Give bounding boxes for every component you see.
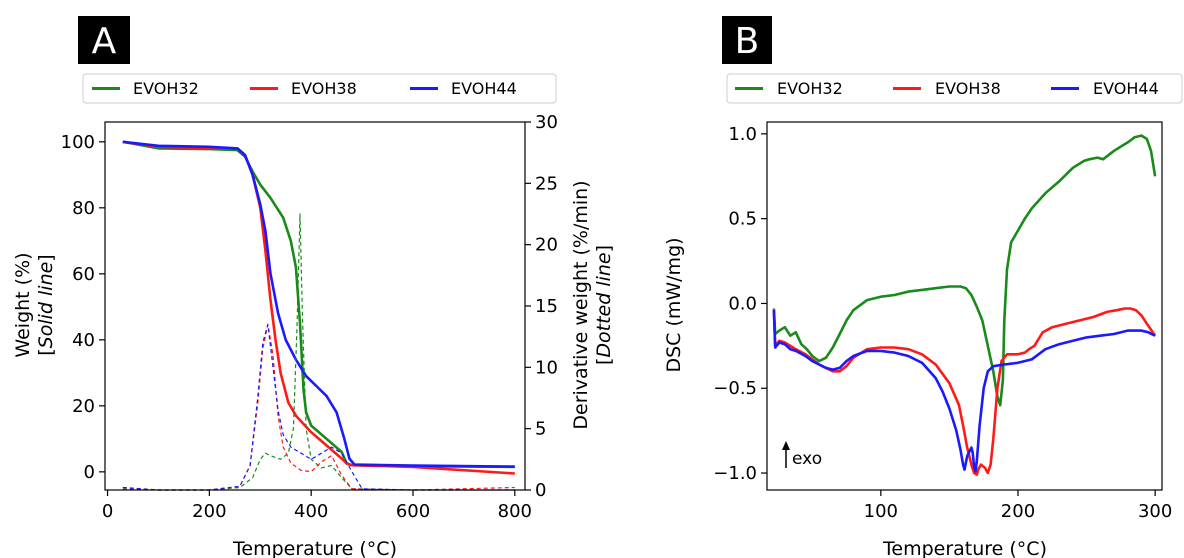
legend-b-frame [726,73,1183,104]
y-tick-label-b: 0.0 [728,293,757,314]
panel-a-ylabel: Weight (%) [12,252,34,357]
panel-a-label-box [78,16,130,64]
x-tick-label-b: 100 [864,501,898,522]
x-tick-label-a: 200 [192,501,226,522]
x-tick-label-a: 0 [102,501,113,522]
panel-a-xlabel: Temperature (°C) [232,538,397,558]
panel-a-plot-frame [104,121,526,491]
legend-b-evoh44-label: EVOH44 [1093,79,1159,98]
panel-a-series [122,140,515,491]
y2-tick-label-a: 0 [535,480,546,501]
legend-b-evoh38-label: EVOH38 [935,79,1001,98]
panel-a-label: A [92,21,117,62]
y-tick-label-b: 1.0 [728,124,757,145]
panel-b-axes: 100 200 300 −1.0 −0.5 0.0 0.5 1.0 [713,124,1172,522]
series-line-b-evoh38 [772,307,1157,477]
panel-b: B EVOH32 EVOH38 EVOH44 100 200 300 −1.0 −0.5… [663,16,1183,558]
panel-b-ylabel: DSC (mW/mg) [663,237,685,372]
y-tick-label-a: 40 [72,330,95,351]
panel-a-legend: EVOH32 EVOH38 EVOH44 [82,73,557,104]
y-tick-label-a: 0 [84,462,95,483]
y2-tick-label-a: 15 [535,296,558,317]
x-tick-label-a: 400 [294,501,328,522]
legend-a-evoh38-label: EVOH38 [291,79,357,98]
panel-a-ylabel-note-text: Solid line [35,262,57,349]
x-tick-label-b: 200 [1001,501,1035,522]
panel-b-label: B [735,21,760,62]
legend-a-frame [82,73,557,104]
y-tick-label-a: 80 [72,198,95,219]
y-tick-label-a: 100 [61,132,95,153]
panel-b-label-box [722,16,772,64]
panel-b-xlabel: Temperature (°C) [882,538,1047,558]
y2-tick-label-a: 10 [535,357,558,378]
series-line-b-evoh44 [772,310,1156,473]
y-tick-label-b: −0.5 [713,378,757,399]
panel-b-series [772,134,1157,477]
exo-annotation: exo [782,441,822,469]
y2-tick-label-a: 30 [535,112,558,133]
series-line-a-evoh32 [122,140,515,469]
panel-a-ylabel-note: [Solid line] [35,254,57,355]
exo-label: exo [792,449,822,469]
exo-arrowhead-icon [782,441,790,450]
x-tick-label-a: 800 [498,501,532,522]
legend-a-evoh44-label: EVOH44 [451,79,517,98]
panel-b-legend: EVOH32 EVOH38 EVOH44 [726,73,1183,104]
panel-a-y2label-note-text: Dotted line [593,252,615,357]
panel-b-plot-frame [766,121,1163,491]
legend-a-evoh32-label: EVOH32 [133,79,199,98]
panel-a-y2label: Derivative weight (%/min) [570,180,592,429]
series-line-b-evoh32 [772,134,1157,407]
x-tick-label-a: 600 [396,501,430,522]
series-line-a-evoh38 [122,140,515,475]
series-line-a-evoh44-derivative [122,323,515,491]
series-line-a-evoh32-derivative [122,213,515,491]
y2-tick-label-a: 20 [535,235,558,256]
y-tick-label-a: 60 [72,264,95,285]
y2-tick-label-a: 25 [535,173,558,194]
y-tick-label-b: −1.0 [713,463,757,484]
y2-tick-label-a: 5 [535,419,546,440]
y-tick-label-a: 20 [72,396,95,417]
y-tick-label-b: 0.5 [728,209,757,230]
x-tick-label-b: 300 [1138,501,1172,522]
legend-b-evoh32-label: EVOH32 [777,79,843,98]
series-line-a-evoh44 [122,140,515,468]
panel-a-y2label-note: [Dotted line] [593,245,615,365]
panel-a: A EVOH32 EVOH38 EVOH44 0 200 400 600 8000204… [12,16,615,558]
